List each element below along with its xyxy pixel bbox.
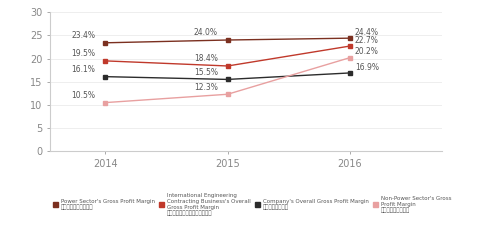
Text: 12.3%: 12.3%: [193, 83, 217, 92]
Text: 20.2%: 20.2%: [354, 47, 378, 56]
Text: 15.5%: 15.5%: [193, 68, 217, 77]
Text: 16.1%: 16.1%: [72, 65, 95, 74]
Text: 10.5%: 10.5%: [71, 91, 95, 100]
Legend: Power Sector's Gross Profit Margin
电力能源板块的毛利率, International Engineering
Contrac: Power Sector's Gross Profit Margin 电力能源板…: [53, 193, 450, 216]
Text: 22.7%: 22.7%: [354, 36, 378, 45]
Text: 24.4%: 24.4%: [354, 28, 378, 37]
Text: 19.5%: 19.5%: [71, 49, 95, 58]
Text: 24.0%: 24.0%: [193, 29, 217, 38]
Text: 18.4%: 18.4%: [193, 54, 217, 63]
Text: 16.9%: 16.9%: [354, 62, 378, 71]
Text: 23.4%: 23.4%: [71, 31, 95, 40]
